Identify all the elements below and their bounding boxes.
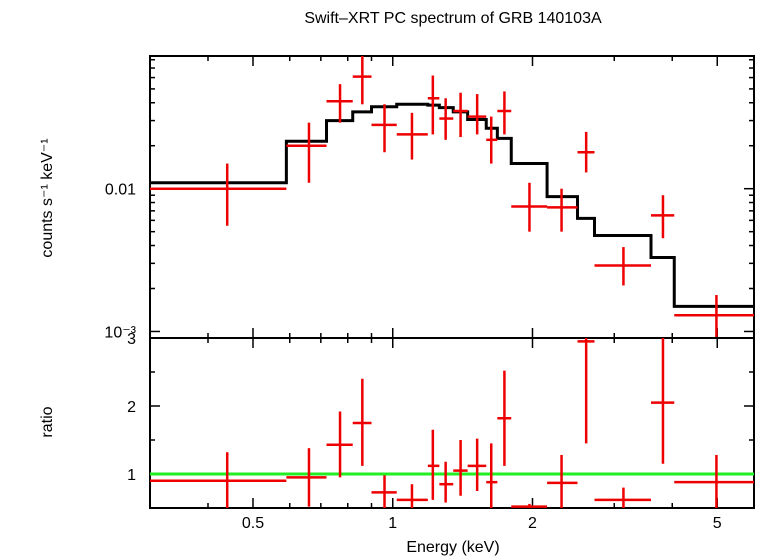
y-tick-label-ratio: 2 [127,399,136,416]
spectrum-data-point [396,112,428,160]
y-axis-label-ratio: ratio [39,406,56,437]
ratio-data-point [150,452,287,508]
spectrum-data-point [594,247,652,286]
spectrum-data-point [486,116,498,164]
ratio-data-point [286,448,327,507]
spectrum-data-point [497,91,512,135]
ratio-data-point [439,461,454,503]
ratio-data-point [326,411,353,478]
ratio-data-point [511,503,548,508]
spectrum-data-point [427,75,440,135]
ratio-data-point [352,378,372,466]
spectrum-data-point [286,122,327,183]
x-axis-label: Energy (keV) [406,539,499,556]
ratio-panel: 1 2 3 0.5 1 2 5 [127,331,755,532]
spectrum-data-point [577,131,595,173]
y-axis-label-spectrum: counts s⁻¹ keV⁻¹ [39,138,56,257]
spectrum-data-point [326,84,353,123]
spectrum-data-point [511,182,548,232]
y-tick-label-spectrum: 0.01 [105,182,136,199]
spectrum-data-point [352,56,372,105]
ratio-data-point [594,487,652,508]
spectrum-data-point [547,188,578,232]
spectrum-data-point [651,195,675,239]
spectrum-data-point [371,104,397,153]
y-tick-label-spectrum: 10⁻³ [104,324,136,341]
ratio-data-point [651,338,675,464]
spectrum-plot-area [150,56,754,338]
spectrum-data-point [439,98,454,140]
x-tick-label: 2 [528,515,537,532]
ratio-data-point [453,440,468,496]
ratio-data-point [396,484,428,508]
ratio-frame [149,337,755,509]
spectrum-panel: 0.01 10⁻³ [104,55,755,341]
spectrum-data-point [453,92,468,138]
ratio-data-point [467,438,487,491]
ratio-plot-area [150,338,754,508]
ratio-data-point [486,443,498,508]
ratio-data-point [427,429,440,500]
ratio-data-point [371,475,397,508]
ratio-data-point [497,370,512,466]
spectrum-data-point [674,295,754,338]
y-tick-label-ratio: 1 [127,467,136,484]
ratio-data-point [577,338,595,444]
x-tick-label: 5 [713,515,722,532]
spectrum-data-point [150,163,287,226]
x-tick-label: 0.5 [242,515,264,532]
y-tick-label-ratio: 3 [127,331,136,348]
spectrum-data-point [467,94,487,135]
chart-title: Swift–XRT PC spectrum of GRB 140103A [304,10,602,27]
x-tick-label: 1 [388,515,397,532]
ratio-data-point [547,454,578,508]
ratio-data-point [674,454,754,508]
